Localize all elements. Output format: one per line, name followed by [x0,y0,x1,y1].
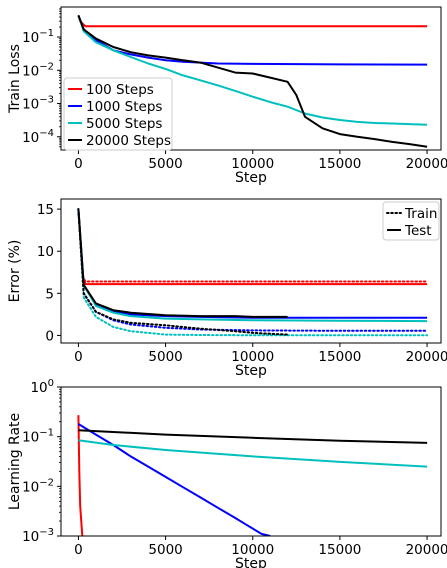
legend-label: Train [404,206,437,222]
y-tick-label: 10−2 [22,61,54,79]
x-tick-label: 15000 [318,542,361,558]
x-tick-label: 5000 [148,349,182,365]
learning-rate-panel: 0 5000 10000 15000 20000 10−3 10−2 10−1 100 Step L… [7,378,447,568]
x-tick-label: 10000 [231,542,274,558]
x-axis-label: Step [235,556,267,568]
y-tick-label: 10 [37,244,54,260]
series-line-5000-steps-train [77,208,429,337]
x-tick-label: 15000 [318,156,361,172]
series-line-1000-steps [77,423,271,536]
x-tick-label: 15000 [318,349,361,365]
y-axis-label: Error (%) [7,240,23,303]
y-tick-label: 10−4 [22,128,54,146]
series-line-1000-steps-test [77,209,428,319]
series-group [77,415,428,536]
y-tick-label: 10−1 [22,28,54,46]
x-tick-label: 5000 [148,542,182,558]
x-tick-label: 0 [74,156,83,172]
train-loss-panel: 0 5000 10000 15000 20000 10−4 10−3 10−2 10−1 Step… [7,6,447,186]
plot-frame [60,198,442,344]
series-line-5000-steps [77,14,428,126]
series-line-20000-steps [78,429,428,444]
error-panel: 0 5000 10000 15000 20000 0 5 10 15 Step Error (%) T… [7,198,447,379]
x-tick-label: 20000 [406,349,447,365]
series-line-100-steps-test [77,209,428,286]
legend-label: 20000 Steps [86,133,171,149]
series-line-100-steps [77,15,428,28]
series-line-5000-steps [78,439,428,468]
x-tick-label: 5000 [148,156,182,172]
x-tick-label: 0 [74,542,83,558]
legend-label: 5000 Steps [86,116,162,132]
x-tick-label: 0 [74,349,83,365]
series-line-1000-steps-train [77,208,429,332]
plot-frame [60,386,442,537]
x-tick-label: 10000 [231,156,274,172]
x-axis-label: Step [235,363,267,379]
plot-frame [60,6,442,151]
y-tick-label: 5 [45,286,54,302]
series-line-100-steps-train [77,208,429,283]
y-tick-label: 0 [45,328,54,344]
series-line-20000-steps-test [77,209,288,318]
series-line-100-steps [77,415,84,536]
y-axis-label: Train Loss [7,44,23,114]
legend-box [63,77,173,151]
series-group [77,208,429,337]
y-tick-label: 15 [37,202,54,218]
y-tick-label: 10−2 [22,477,54,495]
series-line-5000-steps-test [77,209,428,323]
legend-label: Test [404,223,432,239]
series-line-1000-steps [77,14,428,66]
y-tick-label: 10−1 [22,428,54,446]
legend-label: 100 Steps [86,82,154,98]
legend-label: 1000 Steps [86,99,162,115]
y-axis-label: Learning Rate [7,413,23,510]
series-line-20000-steps [77,14,428,148]
y-tick-label: 10−3 [22,527,54,545]
x-tick-label: 20000 [406,542,447,558]
y-tick-label: 10−3 [22,95,54,113]
x-tick-label: 20000 [406,156,447,172]
y-tick-label: 100 [30,378,54,396]
series-line-20000-steps-train [77,208,289,336]
x-axis-label: Step [235,170,267,186]
x-tick-label: 10000 [231,349,274,365]
series-group [77,14,428,148]
